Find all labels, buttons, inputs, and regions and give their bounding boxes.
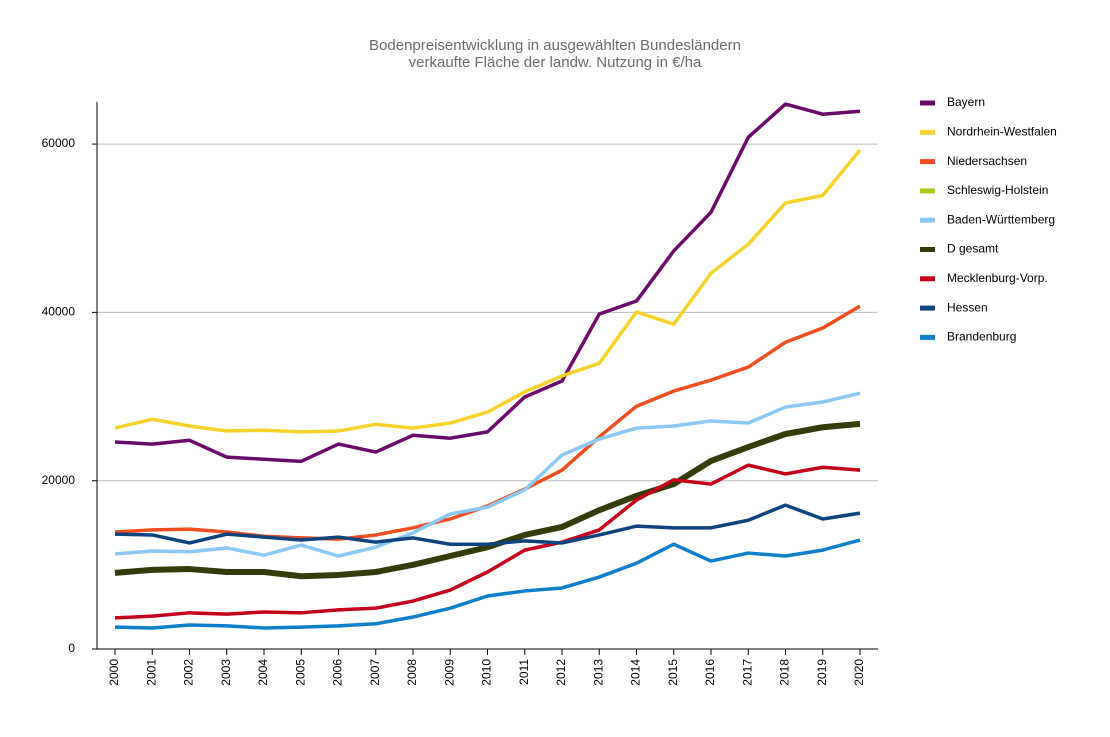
x-tick-label: 2010 (480, 659, 494, 686)
x-tick-label: 2001 (144, 659, 158, 686)
x-tick-label: 2012 (554, 659, 568, 686)
chart-title: Bodenpreisentwicklung in ausgewählten Bu… (369, 37, 741, 54)
x-tick-label: 2006 (331, 659, 345, 686)
y-tick-label: 0 (68, 641, 75, 655)
series-line (114, 391, 861, 558)
chart-subtitle: verkaufte Fläche der landw. Nutzung in €… (409, 54, 702, 71)
series-line (114, 463, 861, 620)
y-tick-label: 60000 (42, 136, 76, 150)
x-tick-label: 2017 (740, 659, 754, 686)
y-tick-label: 20000 (42, 473, 76, 487)
x-tick-label: 2014 (629, 659, 643, 686)
x-tick-label: 2020 (852, 659, 866, 686)
legend-label: Brandenburg (947, 330, 1016, 344)
series-line (114, 420, 861, 580)
x-tick-label: 2000 (107, 659, 121, 686)
x-tick-label: 2009 (442, 659, 456, 686)
series-line (114, 102, 861, 464)
x-tick-label: 2002 (182, 659, 196, 686)
legend-label: Nordrhein-Westfalen (947, 124, 1057, 138)
series-line (114, 538, 861, 630)
legend-label: Mecklenburg-Vorp. (947, 271, 1048, 285)
x-tick-label: 2004 (256, 659, 270, 686)
x-tick-label: 2015 (666, 659, 680, 686)
x-tick-label: 2016 (703, 659, 717, 686)
x-tick-label: 2003 (219, 659, 233, 686)
legend-label: Bayern (947, 95, 985, 109)
x-tick-label: 2007 (368, 659, 382, 686)
series-line (114, 503, 861, 546)
x-tick-label: 2005 (293, 659, 307, 686)
x-tick-label: 2013 (591, 659, 605, 686)
legend-label: Niedersachsen (947, 154, 1027, 168)
legend-label: D gesamt (947, 242, 999, 256)
x-tick-label: 2008 (405, 659, 419, 686)
legend-label: Baden-Württemberg (947, 212, 1055, 226)
legend-label: Hessen (947, 300, 988, 314)
x-tick-label: 2019 (815, 659, 829, 686)
y-tick-label: 40000 (42, 305, 76, 319)
legend-label: Schleswig-Holstein (947, 183, 1048, 197)
x-tick-label: 2011 (517, 659, 531, 685)
series-line (114, 148, 862, 434)
x-tick-label: 2018 (778, 659, 792, 686)
